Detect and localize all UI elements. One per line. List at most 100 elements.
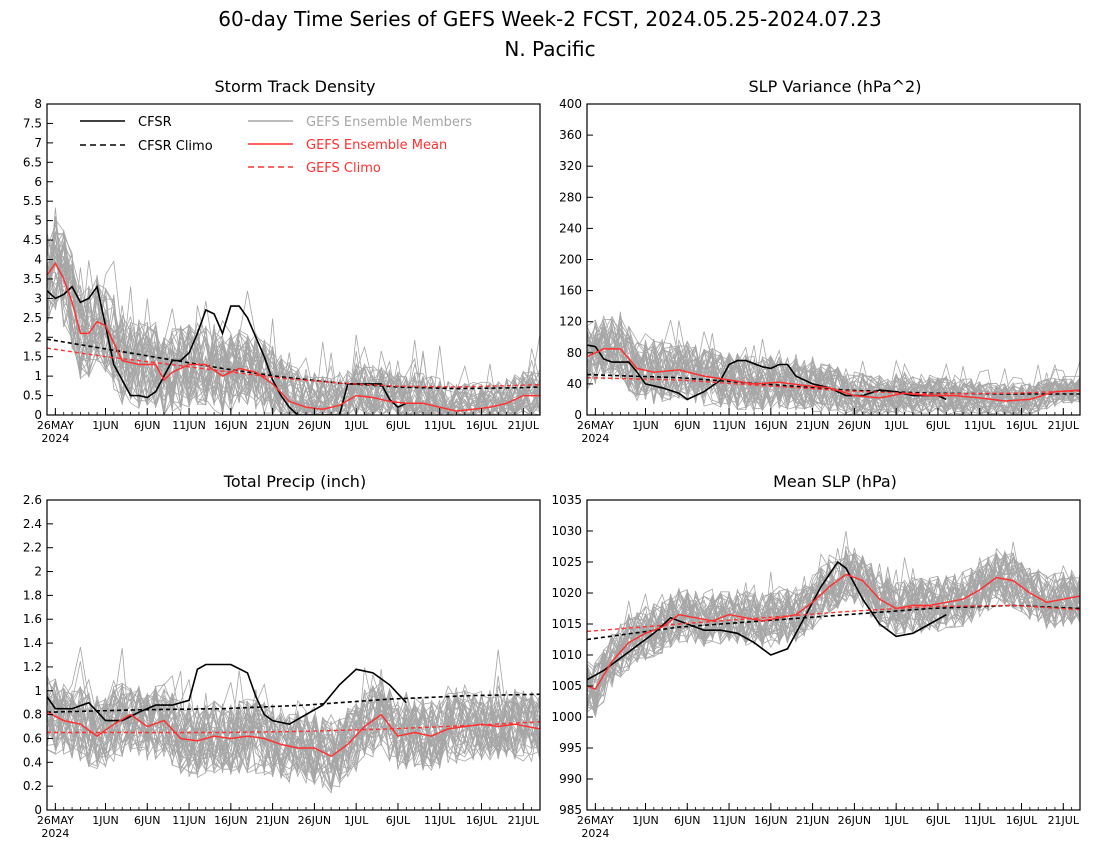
x-tick-label: 16JUN [754, 419, 788, 432]
ensemble-member-line [587, 549, 1080, 692]
y-tick-label: 1005 [551, 679, 582, 693]
series-mean-line [47, 711, 540, 758]
ensemble-member-line [587, 551, 1080, 713]
ensemble-member-line [587, 320, 1080, 414]
y-tick-label: 1.8 [23, 588, 42, 602]
figure-subtitle: N. Pacific [504, 37, 595, 61]
x-year-label: 2024 [581, 432, 609, 445]
y-tick-label: 200 [559, 253, 582, 267]
y-tick-label: 5.5 [23, 194, 42, 208]
x-tick-label: 11JUL [424, 419, 456, 432]
ensemble-member-line [47, 687, 540, 779]
ensemble-member-line [47, 685, 540, 774]
series-gefs-climo-line [587, 377, 1080, 395]
y-tick-label: 0.5 [23, 389, 42, 403]
x-tick-label: 21JUN [256, 814, 290, 827]
x-tick-label: 11JUL [964, 419, 996, 432]
ensemble-member-line [587, 553, 1080, 705]
y-tick-label: 4 [34, 253, 42, 267]
y-tick-label: 1.6 [23, 612, 42, 626]
series-cfsr-climo-line [47, 338, 540, 390]
ensemble-member-line [587, 334, 1080, 415]
y-tick-label: 995 [559, 741, 582, 755]
legend-label-cfsr: CFSR [138, 115, 172, 130]
y-tick-label: 6 [34, 175, 42, 189]
x-tick-label: 21JUN [796, 419, 830, 432]
x-tick-label: 26MAY [37, 814, 74, 827]
ensemble-member-line [587, 319, 1080, 415]
x-tick-label: 16JUN [214, 814, 248, 827]
panel-title: Total Precip (inch) [223, 472, 366, 491]
ensemble-member-line [47, 240, 540, 415]
ensemble-member-line [587, 331, 1080, 415]
y-tick-label: 985 [559, 803, 582, 817]
y-tick-label: 1025 [551, 555, 582, 569]
ensemble-member-line [47, 682, 540, 790]
panel-total-precip: Total Precip (inch) 0 0.2 0.4 0.6 0.8 1 1.2 1.4… [23, 472, 541, 840]
x-tick-label: 16JUN [214, 419, 248, 432]
y-tick-label: 400 [559, 97, 582, 111]
x-tick-label: 21JUL [1048, 419, 1080, 432]
x-tick-label: 6JUN [674, 419, 701, 432]
ensemble-member-line [587, 333, 1080, 415]
ensemble-member-line [47, 230, 540, 415]
series-cfsr-climo-line [47, 693, 540, 713]
series-mean-line [587, 348, 1080, 402]
y-tick-label: 0.4 [23, 755, 42, 769]
x-tick-label: 6JUL [386, 814, 411, 827]
y-tick-label: 6.5 [23, 155, 42, 169]
x-tick-label: 11JUN [712, 419, 746, 432]
y-tick-label: 2.5 [23, 311, 42, 325]
x-tick-label: 21JUN [796, 814, 830, 827]
panel-storm-track-density: Storm Track Density 0 0.5 1 1.5 2 2.5 3 3.5 4 4.5… [23, 77, 541, 445]
ensemble-member-line [587, 322, 1080, 415]
x-tick-label: 11JUL [424, 814, 456, 827]
x-tick-label: 16JUN [754, 814, 788, 827]
x-tick-label: 1JUL [344, 419, 369, 432]
x-year-label: 2024 [41, 827, 69, 840]
panel-title: SLP Variance (hPa^2) [749, 77, 922, 96]
x-tick-label: 21JUL [508, 814, 540, 827]
x-tick-label: 11JUN [172, 419, 206, 432]
series-mean-line [587, 573, 1080, 691]
ensemble-member-line [47, 661, 540, 780]
y-tick-label: 1.4 [23, 636, 42, 650]
y-tick-label: 3.5 [23, 272, 42, 286]
ensemble-member-line [587, 563, 1080, 678]
x-tick-label: 6JUN [134, 814, 161, 827]
ensemble-members [47, 207, 540, 415]
y-tick-label: 320 [559, 159, 582, 173]
x-tick-label: 21JUL [508, 419, 540, 432]
x-tick-label: 1JUL [344, 814, 369, 827]
y-tick-label: 7.5 [23, 116, 42, 130]
series-cfsr-line [587, 560, 947, 681]
ensemble-member-line [587, 545, 1080, 683]
x-tick-label: 16JUL [1006, 814, 1038, 827]
y-tick-label: 1010 [551, 648, 582, 662]
ensemble-member-line [587, 552, 1080, 709]
y-tick-label: 1 [34, 684, 42, 698]
legend-label-members: GEFS Ensemble Members [306, 115, 472, 130]
legend-label-mean: GEFS Ensemble Mean [306, 138, 447, 153]
y-tick-label: 2 [34, 330, 42, 344]
y-tick-label: 3 [34, 291, 42, 305]
x-tick-label: 1JUL [884, 814, 909, 827]
x-tick-label: 1JUN [92, 419, 119, 432]
x-tick-label: 26MAY [37, 419, 74, 432]
x-tick-label: 16JUL [466, 814, 498, 827]
x-tick-label: 21JUL [1048, 814, 1080, 827]
ensemble-member-line [587, 325, 1080, 415]
ensemble-member-line [587, 552, 1080, 705]
ensemble-member-line [47, 264, 540, 415]
y-tick-label: 2 [34, 565, 42, 579]
x-tick-label: 26JUN [838, 419, 872, 432]
y-tick-label: 1030 [551, 524, 582, 538]
y-tick-label: 8 [34, 97, 42, 111]
y-tick-label: 1035 [551, 493, 582, 507]
panel-title: Mean SLP (hPa) [773, 472, 897, 491]
ensemble-member-line [47, 675, 540, 789]
y-tick-label: 1020 [551, 586, 582, 600]
figure-title: 60-day Time Series of GEFS Week-2 FCST, … [218, 7, 881, 31]
y-tick-label: 2.6 [23, 493, 42, 507]
legend-label-cfsr-climo: CFSR Climo [138, 139, 213, 154]
